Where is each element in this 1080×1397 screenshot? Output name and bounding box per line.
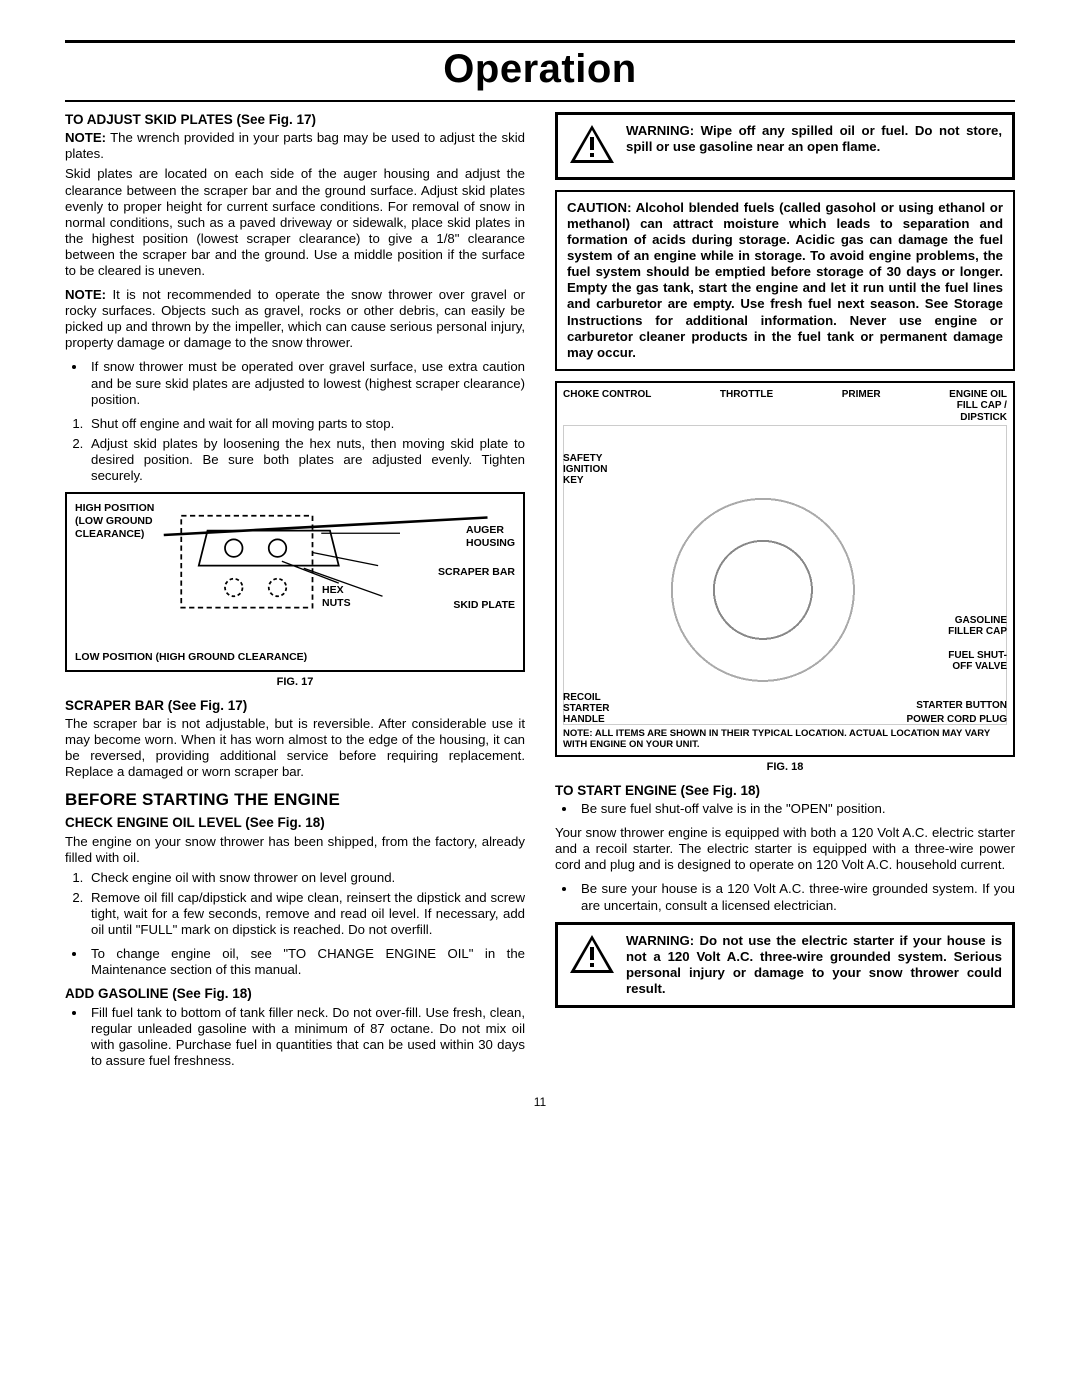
warning-text-starter: WARNING: Do not use the electric starter… [626,933,1002,997]
note-label: NOTE: [65,130,106,145]
warning-icon-2 [568,933,616,979]
label-shutoff: FUEL SHUT- OFF VALVE [948,650,1007,672]
oil-step-2: Remove oil fill cap/dipstick and wipe cl… [87,890,525,938]
label-throttle: THROTTLE [720,389,773,424]
heading-start-engine: TO START ENGINE (See Fig. 18) [555,783,1015,799]
label-oil-cap: ENGINE OIL FILL CAP / DIPSTICK [949,389,1007,424]
label-recoil: RECOIL STARTER HANDLE [563,692,609,725]
heading-add-gasoline: ADD GASOLINE (See Fig. 18) [65,986,525,1002]
figure-17-box: HIGH POSITION (LOW GROUND CLEARANCE) AUG… [65,492,525,672]
oil-step-1: Check engine oil with snow thrower on le… [87,870,525,886]
warning-text-fuel: WARNING: Wipe off any spilled oil or fue… [626,123,1002,155]
gravel-bullets: If snow thrower must be operated over gr… [87,359,525,407]
step-adjust: Adjust skid plates by loosening the hex … [87,436,525,484]
rule-under-title [65,100,1015,102]
label-skid-plate: SKID PLATE [453,599,515,612]
bullet-gravel: If snow thrower must be operated over gr… [87,359,525,407]
bullet-grounded: Be sure your house is a 120 Volt A.C. th… [577,881,1015,913]
heading-check-oil: CHECK ENGINE OIL LEVEL (See Fig. 18) [65,815,525,831]
heading-scraper-bar: SCRAPER BAR (See Fig. 17) [65,698,525,714]
left-column: TO ADJUST SKID PLATES (See Fig. 17) NOTE… [65,112,525,1077]
figure-18-box: CHOKE CONTROL THROTTLE PRIMER ENGINE OIL… [555,381,1015,757]
label-auger-housing: AUGER HOUSING [466,524,515,550]
label-primer: PRIMER [842,389,881,424]
step-shutoff: Shut off engine and wait for all moving … [87,416,525,432]
label-low-position: LOW POSITION (HIGH GROUND CLEARANCE) [75,651,307,664]
note-body-2: It is not recommended to operate the sno… [65,287,525,350]
start-bullets-1: Be sure fuel shut-off valve is in the "O… [577,801,1015,817]
note-gravel: NOTE: It is not recommended to operate t… [65,287,525,351]
note-wrench: NOTE: The wrench provided in your parts … [65,130,525,162]
engine-diagram-area: SAFETY IGNITION KEY GASOLINE FILLER CAP … [563,425,1007,725]
heading-before-starting: BEFORE STARTING THE ENGINE [65,790,525,811]
skid-steps: Shut off engine and wait for all moving … [87,416,525,484]
engine-top-labels: CHOKE CONTROL THROTTLE PRIMER ENGINE OIL… [563,389,1007,424]
heading-skid-plates: TO ADJUST SKID PLATES (See Fig. 17) [65,112,525,128]
label-scraper-bar: SCRAPER BAR [438,566,515,579]
caution-box-alcohol: CAUTION: Alcohol blended fuels (called g… [555,190,1015,371]
bullet-open-valve: Be sure fuel shut-off valve is in the "O… [577,801,1015,817]
figure-17-caption: FIG. 17 [65,676,525,689]
gas-bullet: Fill fuel tank to bottom of tank filler … [87,1005,525,1069]
warning-box-starter: WARNING: Do not use the electric starter… [555,922,1015,1008]
label-starter-button: STARTER BUTTON [916,700,1007,711]
page-number: 11 [65,1095,1015,1110]
label-safety-key: SAFETY IGNITION KEY [563,453,607,486]
label-gas-cap: GASOLINE FILLER CAP [948,615,1007,637]
label-hex-nuts: HEX NUTS [322,584,351,610]
page-title: Operation [65,45,1015,94]
note-body: The wrench provided in your parts bag ma… [65,130,525,161]
two-columns: TO ADJUST SKID PLATES (See Fig. 17) NOTE… [65,112,1015,1077]
engine-location-note: NOTE: ALL ITEMS ARE SHOWN IN THEIR TYPIC… [563,729,1007,751]
label-choke: CHOKE CONTROL [563,389,651,424]
skid-description: Skid plates are located on each side of … [65,166,525,279]
note-label-2: NOTE: [65,287,106,302]
oil-intro: The engine on your snow thrower has been… [65,834,525,866]
right-column: WARNING: Wipe off any spilled oil or fue… [555,112,1015,1077]
label-high-position: HIGH POSITION (LOW GROUND CLEARANCE) [75,502,154,540]
start-description: Your snow thrower engine is equipped wit… [555,825,1015,873]
start-bullets-2: Be sure your house is a 120 Volt A.C. th… [577,881,1015,913]
label-power-cord: POWER CORD PLUG [906,714,1007,725]
engine-diagram-placeholder [563,425,1007,725]
rule-top [65,40,1015,43]
warning-icon [568,123,616,169]
figure-18-caption: FIG. 18 [555,761,1015,774]
oil-bullets: To change engine oil, see "TO CHANGE ENG… [87,946,525,978]
gas-bullets: Fill fuel tank to bottom of tank filler … [87,1005,525,1069]
oil-steps: Check engine oil with snow thrower on le… [87,870,525,938]
oil-change-bullet: To change engine oil, see "TO CHANGE ENG… [87,946,525,978]
scraper-description: The scraper bar is not adjustable, but i… [65,716,525,780]
warning-box-fuel: WARNING: Wipe off any spilled oil or fue… [555,112,1015,180]
